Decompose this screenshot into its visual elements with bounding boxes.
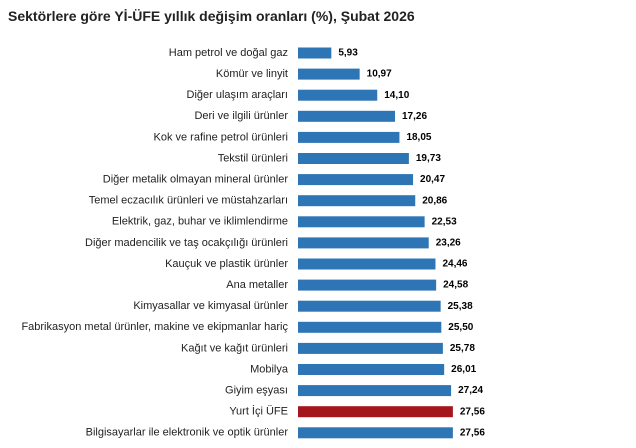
value-label: 5,93 [338,48,358,59]
value-label: 24,46 [442,259,467,270]
bar [298,427,453,439]
category-label: Kömür ve linyit [216,68,288,80]
category-label: Fabrikasyon metal ürünler, makine ve eki… [21,321,288,333]
bar [298,131,400,143]
bar [298,110,396,122]
category-label: Ana metaller [226,279,288,291]
category-label: Kauçuk ve plastik ürünler [165,258,288,270]
value-label: 20,86 [422,195,447,206]
bar [298,385,452,397]
category-label: Diğer ulaşım araçları [187,89,288,101]
bar [298,321,442,333]
bar [298,174,414,186]
value-label: 10,97 [367,69,392,80]
category-label: Yurt İçi ÜFE [229,405,288,418]
bar [298,300,441,312]
bar [298,195,416,207]
category-label: Deri ve ilgili ürünler [194,110,288,122]
bar [298,237,429,249]
bar [298,364,445,375]
category-label: Kok ve rafine petrol ürünleri [153,131,288,143]
bar [298,342,443,354]
category-label: Mobilya [250,363,289,375]
value-label: 23,26 [436,238,461,249]
bar [298,68,360,80]
value-label: 22,53 [432,216,457,227]
value-label: 27,24 [458,385,483,396]
category-label: Ham petrol ve doğal gaz [169,47,288,59]
value-label: 27,56 [460,427,485,438]
category-label: Bilgisayarlar ile elektronik ve optik ür… [86,427,289,439]
category-label: Tekstil ürünleri [218,152,288,164]
value-label: 26,01 [451,364,476,375]
bar [298,406,453,418]
bar [298,153,409,164]
value-label: 25,50 [448,322,473,333]
category-label: Kağıt ve kağıt ürünleri [181,342,288,354]
category-label: Diğer madencilik ve taş ocakçılığı ürünl… [85,237,288,249]
value-label: 18,05 [406,132,431,143]
category-label: Temel eczacılık ürünleri ve müstahzarlar… [89,195,288,207]
category-label: Giyim eşyası [225,385,288,397]
chart-title: Sektörlere göre Yİ-ÜFE yıllık değişim or… [8,8,415,24]
value-label: 17,26 [402,111,427,122]
value-label: 24,58 [443,280,468,291]
value-label: 19,73 [416,153,441,164]
bar [298,47,332,59]
category-label: Kimyasallar ve kimyasal ürünler [133,300,288,312]
bar [298,258,436,270]
bar [298,89,378,101]
bar [298,279,437,291]
value-label: 27,56 [460,406,485,417]
value-label: 20,47 [420,174,445,185]
bar [298,216,425,228]
value-label: 25,38 [448,301,473,312]
category-label: Diğer metalik olmayan mineral ürünler [103,174,289,186]
category-label: Elektrik, gaz, buhar ve iklimlendirme [112,216,288,228]
value-label: 25,78 [450,343,475,354]
value-label: 14,10 [384,90,409,101]
